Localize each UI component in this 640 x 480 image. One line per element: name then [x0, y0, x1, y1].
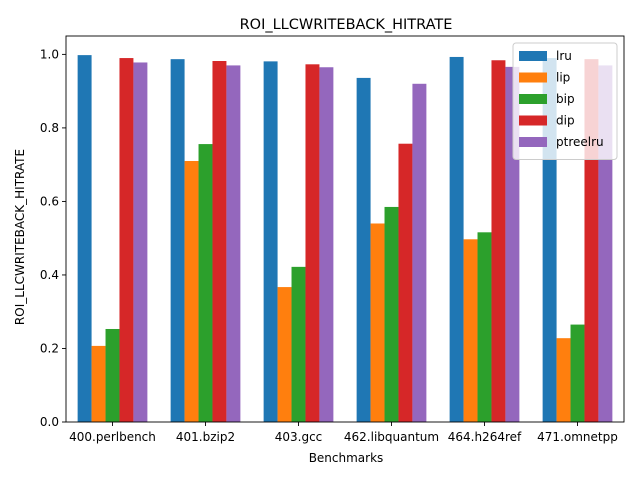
legend-label-ptreelru: ptreelru [556, 135, 604, 149]
legend-frame [512, 42, 618, 160]
y-tick-label: 0.6 [40, 194, 59, 208]
bar-bip-462.libquantum [384, 206, 399, 422]
bar-lip-403.gcc [277, 287, 292, 422]
bar-lip-462.libquantum [370, 223, 385, 422]
legend-label-dip: dip [556, 114, 575, 128]
bar-dip-403.gcc [305, 64, 320, 422]
bar-bip-464.h264ref [477, 232, 492, 422]
legend: lru lip bip dip ptreelru [512, 42, 618, 160]
chart-title: ROI_LLCWRITEBACK_HITRATE [240, 17, 453, 33]
bar-lip-400.perlbench [91, 345, 106, 422]
bar-bip-403.gcc [291, 266, 306, 422]
bar-lru-400.perlbench [77, 55, 92, 423]
bar-dip-401.bzip2 [212, 61, 227, 422]
bar-lru-401.bzip2 [170, 59, 185, 422]
bar-lru-464.h264ref [449, 56, 464, 422]
legend-swatch-ptreelru [519, 137, 547, 147]
bar-dip-400.perlbench [119, 58, 134, 423]
x-tick-label: 462.libquantum [344, 430, 439, 444]
y-axis-label: ROI_LLCWRITEBACK_HITRATE [13, 149, 27, 325]
bar-ptreelru-403.gcc [319, 67, 334, 422]
legend-swatch-lru [519, 51, 547, 61]
x-tick-label: 471.omnetpp [537, 430, 618, 444]
y-tick-label: 0.2 [40, 341, 59, 355]
axes-group: 0.0 0.2 0.4 0.6 0.8 1.0 400.perlbench 401.bzip2… [40, 35, 625, 444]
legend-label-lru: lru [556, 49, 572, 63]
bar-lip-471.omnetpp [556, 338, 571, 422]
bar-lru-403.gcc [263, 61, 278, 423]
bar-ptreelru-462.libquantum [412, 83, 427, 422]
y-tick-label: 0.4 [40, 268, 59, 282]
legend-swatch-lip [519, 72, 547, 83]
x-tick-label: 464.h264ref [448, 430, 522, 444]
bar-dip-462.libquantum [398, 143, 413, 422]
bar-lip-464.h264ref [463, 239, 478, 422]
x-tick-label: 403.gcc [275, 430, 323, 444]
bar-ptreelru-400.perlbench [133, 62, 148, 422]
y-tick-label: 0.0 [40, 415, 59, 429]
bar-dip-464.h264ref [491, 60, 506, 422]
bar-lip-401.bzip2 [184, 160, 199, 423]
y-tick-label: 1.0 [40, 47, 59, 61]
bar-bip-471.omnetpp [570, 324, 585, 422]
bar-bip-401.bzip2 [198, 144, 213, 422]
x-axis-label: Benchmarks [309, 451, 384, 465]
legend-swatch-dip [519, 115, 547, 126]
x-tick-label: 400.perlbench [69, 430, 156, 444]
y-tick-label: 0.8 [40, 121, 59, 135]
x-tick-label: 401.bzip2 [176, 430, 235, 444]
bar-bip-400.perlbench [105, 328, 120, 422]
plot-frame [65, 35, 625, 423]
legend-label-bip: bip [556, 92, 575, 106]
bar-lru-462.libquantum [356, 77, 371, 422]
legend-swatch-bip [519, 94, 547, 104]
legend-label-lip: lip [556, 71, 570, 85]
bar-ptreelru-401.bzip2 [226, 65, 241, 422]
